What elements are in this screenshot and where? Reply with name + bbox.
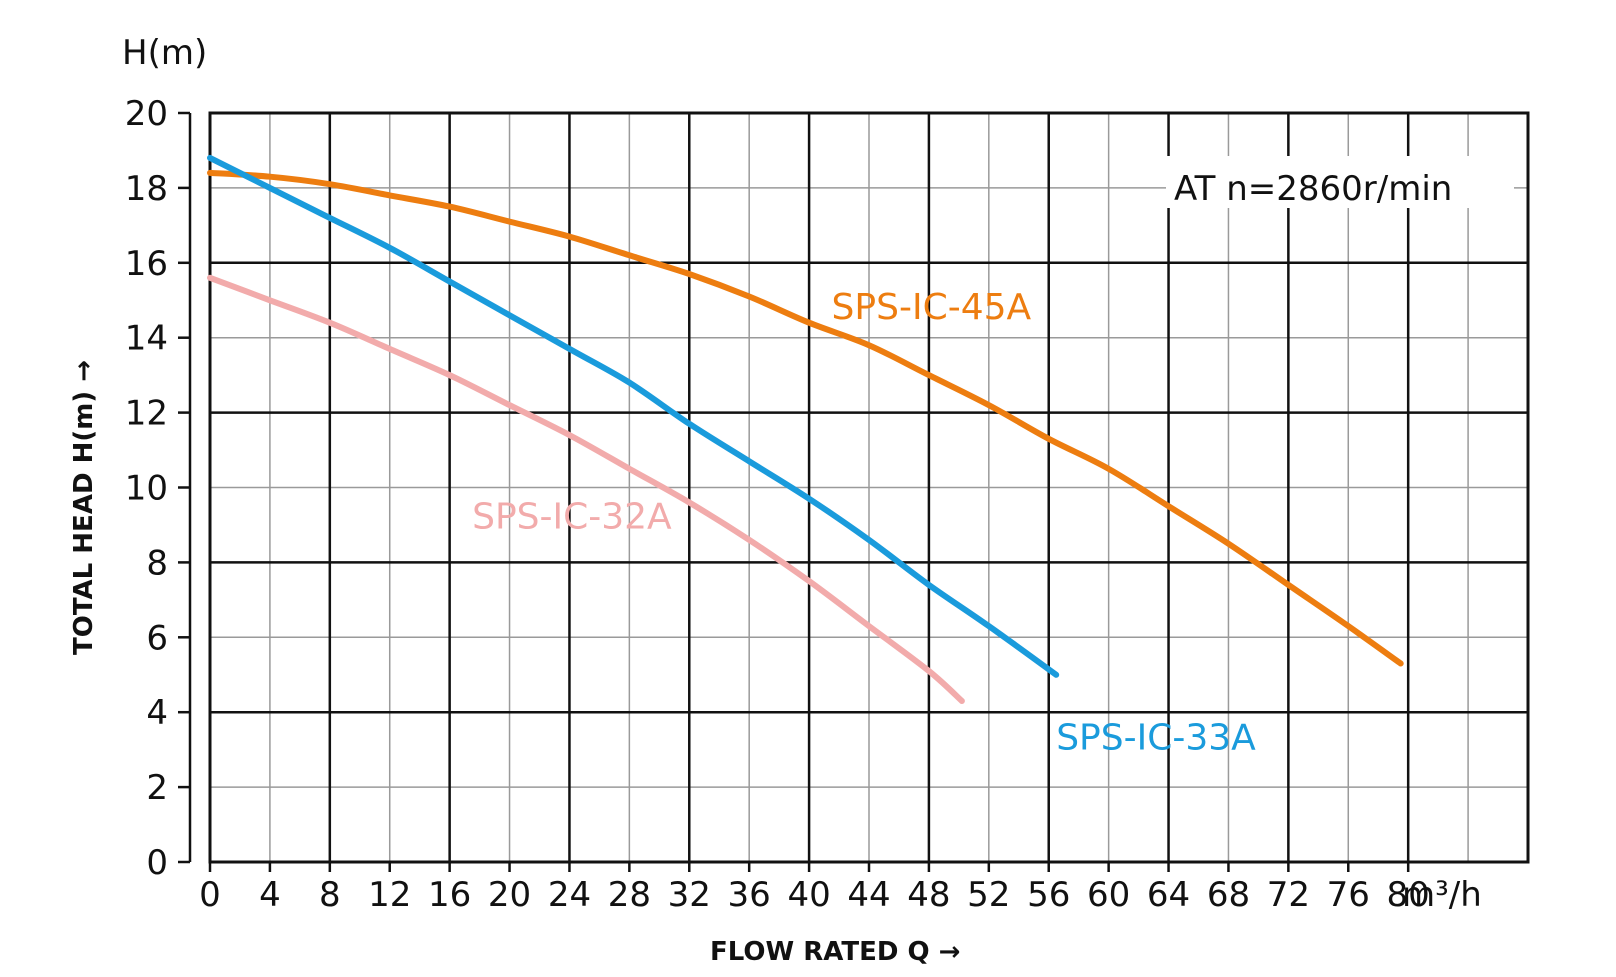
x-tick-label: 0 (199, 875, 221, 915)
y-axis-ticks: 0 2 4 6 8 10 12 14 16 18 20 (125, 94, 190, 883)
x-tick-label: 16 (428, 875, 471, 915)
x-tick-label: 48 (907, 875, 950, 915)
y-tick-label: 2 (146, 768, 168, 808)
x-tick-label: 4 (259, 875, 281, 915)
y-unit-label: H(m) (122, 33, 207, 73)
x-tick-label: 64 (1147, 875, 1190, 915)
series-line-sps-ic-32a (207, 274, 965, 704)
annotation-box-background (1166, 156, 1514, 208)
series-label-sps-ic-33a: SPS-IC-33A (1056, 718, 1256, 759)
x-tick-label: 28 (608, 875, 651, 915)
y-tick-label: 16 (125, 244, 168, 284)
x-tick-label: 52 (967, 875, 1010, 915)
x-tick-label: 76 (1327, 875, 1370, 915)
series-labels: SPS-IC-45A SPS-IC-32A SPS-IC-33A (472, 287, 1256, 759)
x-axis-title: FLOW RATED Q → (710, 937, 960, 967)
x-unit-label: m³/h (1402, 875, 1482, 915)
x-tick-label: 12 (368, 875, 411, 915)
x-tick-label: 44 (847, 875, 890, 915)
y-tick-label: 10 (125, 469, 168, 509)
series-label-sps-ic-45a: SPS-IC-45A (832, 287, 1032, 328)
y-tick-label: 8 (146, 543, 168, 583)
y-tick-label: 18 (125, 169, 168, 209)
y-axis-title: TOTAL HEAD H(m) → (69, 360, 99, 655)
series-label-sps-ic-32a: SPS-IC-32A (472, 497, 672, 538)
y-tick-label: 0 (146, 843, 168, 883)
series-line-sps-ic-45a (207, 169, 1404, 667)
x-tick-label: 32 (668, 875, 711, 915)
speed-annotation: AT n=2860r/min (1174, 169, 1452, 209)
y-tick-label: 20 (125, 94, 168, 134)
x-tick-label: 80 (1387, 875, 1430, 915)
x-tick-label: 36 (728, 875, 771, 915)
x-tick-label: 40 (787, 875, 830, 915)
y-tick-label: 12 (125, 394, 168, 434)
y-tick-label: 4 (146, 693, 168, 733)
x-tick-label: 56 (1027, 875, 1070, 915)
series-line-sps-ic-33a (207, 154, 1060, 678)
grid-minor (210, 113, 1528, 862)
x-tick-label: 20 (488, 875, 531, 915)
x-tick-label: 72 (1267, 875, 1310, 915)
x-tick-label: 68 (1207, 875, 1250, 915)
x-tick-label: 24 (548, 875, 591, 915)
grid-major (210, 113, 1528, 862)
x-axis-ticks: 0 4 8 12 16 20 24 28 32 36 40 44 48 52 56 60 64 68 72 76 80 (199, 862, 1430, 915)
y-tick-label: 6 (146, 618, 168, 658)
x-tick-label: 60 (1087, 875, 1130, 915)
x-tick-label: 8 (319, 875, 341, 915)
series-lines (207, 154, 1404, 704)
y-tick-label: 14 (125, 319, 168, 359)
